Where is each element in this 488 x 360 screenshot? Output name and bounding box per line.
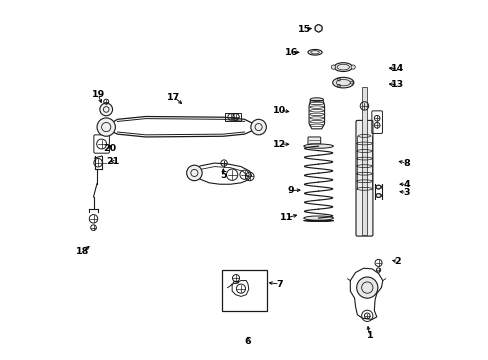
Bar — [362, 86, 366, 235]
Text: 1: 1 — [366, 332, 372, 341]
Text: 8: 8 — [403, 158, 409, 167]
Ellipse shape — [333, 63, 352, 72]
Bar — [221, 270, 267, 311]
Circle shape — [100, 103, 112, 116]
FancyBboxPatch shape — [355, 120, 372, 236]
Text: 12: 12 — [273, 140, 286, 149]
Text: 14: 14 — [390, 64, 404, 73]
Text: 21: 21 — [106, 157, 120, 166]
Text: 13: 13 — [390, 80, 404, 89]
Circle shape — [350, 65, 355, 69]
Text: 4: 4 — [403, 180, 409, 189]
Circle shape — [330, 65, 335, 69]
Text: 9: 9 — [287, 186, 294, 195]
Text: 7: 7 — [276, 280, 283, 289]
Ellipse shape — [303, 216, 333, 220]
Polygon shape — [315, 24, 321, 32]
Text: 16: 16 — [284, 48, 297, 57]
Text: 10: 10 — [273, 105, 286, 114]
Circle shape — [186, 165, 202, 181]
Ellipse shape — [303, 144, 333, 148]
FancyBboxPatch shape — [307, 137, 320, 147]
Ellipse shape — [309, 98, 323, 101]
Text: 11: 11 — [280, 213, 293, 222]
Text: 6: 6 — [244, 337, 251, 346]
Ellipse shape — [307, 49, 322, 55]
Ellipse shape — [375, 194, 381, 197]
Text: 17: 17 — [167, 93, 180, 102]
Text: 3: 3 — [403, 188, 409, 197]
Text: 15: 15 — [297, 24, 310, 33]
Circle shape — [250, 119, 266, 135]
Circle shape — [356, 277, 377, 298]
Circle shape — [97, 118, 115, 136]
Text: 2: 2 — [394, 257, 401, 266]
Text: 5: 5 — [220, 171, 226, 180]
Bar — [224, 113, 241, 121]
Text: 19: 19 — [91, 90, 104, 99]
Text: 20: 20 — [103, 144, 116, 153]
Text: 18: 18 — [76, 247, 89, 256]
Ellipse shape — [375, 185, 381, 189]
Ellipse shape — [332, 77, 353, 88]
